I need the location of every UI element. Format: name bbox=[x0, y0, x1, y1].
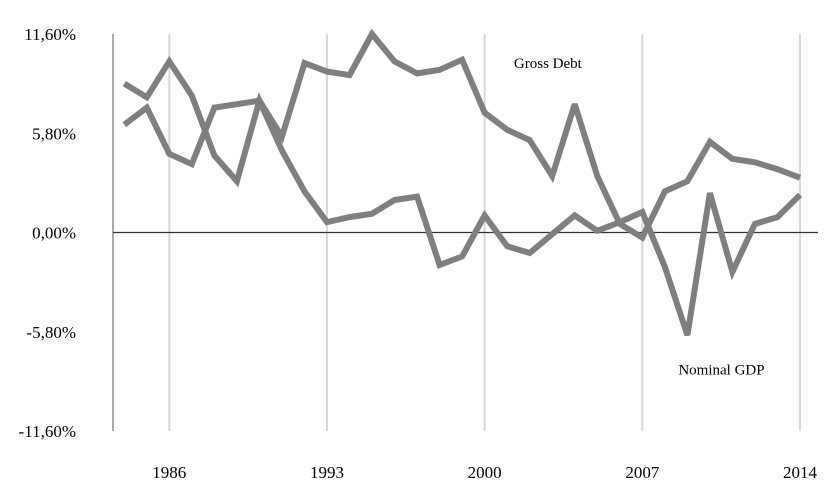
y-tick-label: 5,80% bbox=[32, 124, 76, 143]
y-tick-label: -11,60% bbox=[19, 422, 76, 441]
x-tick-label: 1993 bbox=[310, 463, 344, 482]
y-tick-label: -5,80% bbox=[26, 323, 76, 342]
series-line-gross-debt bbox=[122, 28, 802, 242]
series-line-nominal-gdp bbox=[122, 55, 803, 337]
annotation-gross-debt: Gross Debt bbox=[514, 56, 583, 72]
y-tick-labels: 11,60% 5,80% 0,00% -5,80% -11,60% bbox=[19, 25, 76, 441]
x-tick-labels: 1986 1993 2000 2007 2014 bbox=[152, 463, 817, 482]
x-tick-label: 2007 bbox=[625, 463, 660, 482]
y-tick-label: 11,60% bbox=[24, 25, 76, 44]
x-tick-label: 1986 bbox=[152, 463, 186, 482]
series-layer bbox=[122, 28, 803, 337]
x-tick-label: 2014 bbox=[783, 463, 818, 482]
annotation-nominal-gdp: Nominal GDP bbox=[678, 363, 764, 379]
x-tick-label: 2000 bbox=[468, 463, 502, 482]
y-tick-label: 0,00% bbox=[32, 224, 76, 243]
